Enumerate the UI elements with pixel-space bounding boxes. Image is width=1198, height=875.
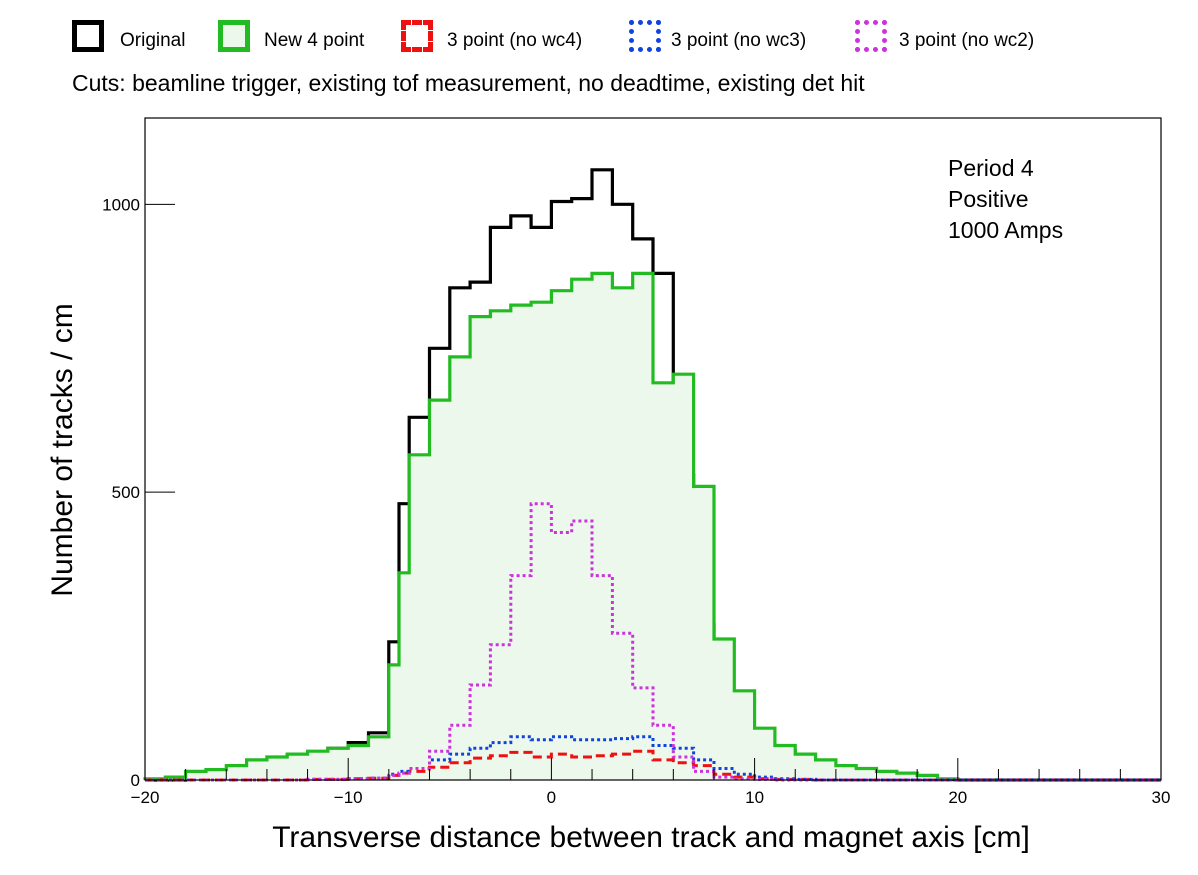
legend-swatch-no-wc4 [401,20,433,52]
legend-swatch-original [72,20,104,52]
series-layer [143,168,1161,782]
x-tick-label: −10 [334,788,363,807]
legend-swatch-no-wc3 [629,20,661,52]
legend: Original New 4 point 3 point (no wc4) 3 … [72,16,1182,62]
annotation-period: Period 4 [948,155,1034,181]
y-axis-title: Number of tracks / cm [46,303,79,596]
x-tick-label: −20 [131,788,160,807]
y-tick-label: 1000 [102,195,140,214]
legend-label: New 4 point [264,30,365,51]
ticks-layer: −20 −10 0 10 20 30 0 500 1000 [102,195,1170,807]
legend-label: Original [120,30,186,51]
legend-label: 3 point (no wc3) [671,30,807,51]
legend-label: 3 point (no wc2) [899,30,1035,51]
y-tick-label: 0 [131,771,140,790]
annotation-current: 1000 Amps [948,217,1063,243]
plot-frame [144,117,1162,781]
annotation-polarity: Positive [948,186,1029,212]
annotation: Period 4 Positive 1000 Amps [948,155,1063,243]
x-tick-label: 30 [1152,788,1171,807]
x-tick-label: 0 [547,788,556,807]
series-line-new-4-point [143,271,1161,782]
x-axis-title: Transverse distance between track and ma… [272,821,1030,854]
x-tick-label: 10 [745,788,764,807]
legend-label: 3 point (no wc4) [447,30,583,51]
cuts-text: Cuts: beamline trigger, existing tof mea… [72,70,865,96]
legend-swatch-new-4-point [218,20,250,52]
x-tick-label: 20 [948,788,967,807]
y-tick-label: 500 [112,483,140,502]
legend-swatch-no-wc2 [855,20,887,52]
